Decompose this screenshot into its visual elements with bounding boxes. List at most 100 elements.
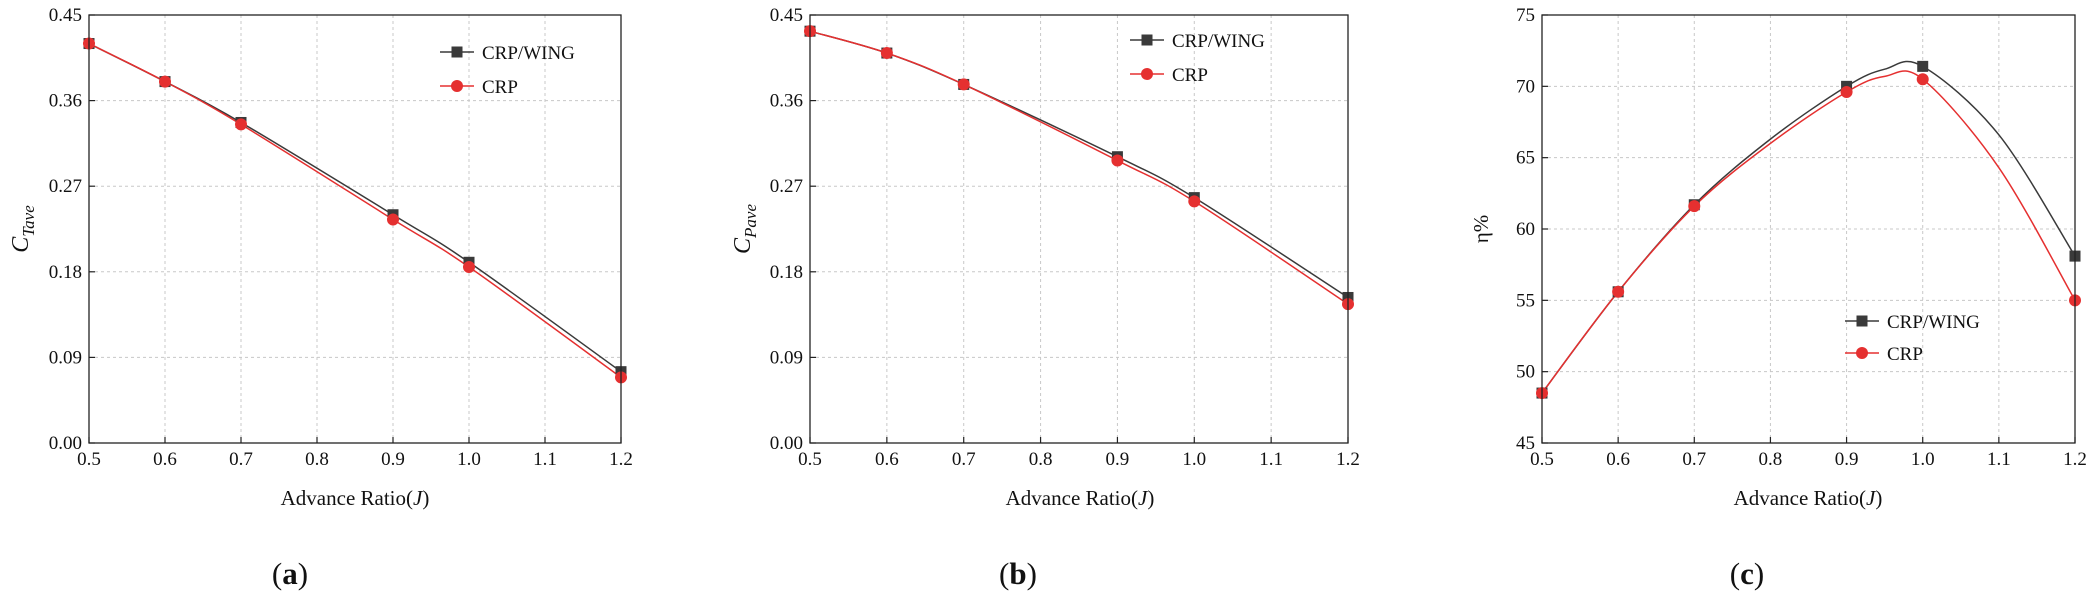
- panel-caption: (b): [999, 556, 1037, 591]
- y-tick-label: 0.00: [49, 433, 82, 454]
- data-point: [159, 75, 171, 88]
- x-tick-label: 0.8: [1759, 449, 1783, 470]
- data-point: [1916, 73, 1929, 86]
- x-tick-label: 0.7: [952, 449, 976, 470]
- y-tick-label: 45: [1516, 433, 1535, 454]
- y-tick-label: 0.18: [49, 262, 82, 283]
- caption-close: ): [298, 556, 308, 591]
- x-axis-label-variable: J: [1866, 486, 1877, 510]
- x-axis-label-close: ): [1147, 486, 1154, 510]
- x-axis-label-variable: J: [413, 486, 424, 510]
- y-tick-label: 70: [1516, 76, 1535, 97]
- x-tick-label: 0.8: [305, 449, 329, 470]
- y-tick-label: 65: [1516, 148, 1535, 169]
- x-tick-label: 1.0: [1182, 449, 1206, 470]
- plot-frame: [88, 14, 622, 444]
- y-axis-label-main: C: [730, 237, 756, 254]
- x-tick-label: 0.5: [1530, 449, 1554, 470]
- caption-letter: a: [282, 556, 298, 591]
- data-point: [235, 118, 247, 131]
- data-point: [1188, 195, 1201, 208]
- x-tick-label: 1.1: [1987, 449, 2011, 470]
- y-tick-label: 0.36: [770, 91, 803, 112]
- x-tick-label: 0.8: [1029, 449, 1053, 470]
- caption-open: (: [999, 556, 1009, 591]
- x-axis-label-close: ): [422, 486, 429, 510]
- x-tick-label: 0.9: [381, 449, 405, 470]
- y-tick-label: 0.09: [770, 347, 803, 368]
- x-axis-label: Advance Ratio(J): [1006, 486, 1155, 510]
- y-tick-label: 0.27: [49, 176, 82, 197]
- legend-label: CRP: [1887, 344, 1923, 365]
- data-point: [387, 213, 399, 226]
- y-axis-label-main: C: [8, 236, 34, 253]
- y-tick-label: 0.27: [770, 176, 803, 197]
- y-axis-label-subscript: Pave: [741, 204, 760, 239]
- x-tick-label: 1.0: [457, 449, 481, 470]
- legend-label: CRP: [1172, 65, 1208, 86]
- x-axis-label-main: Advance Ratio(: [281, 486, 413, 510]
- x-axis-label-main: Advance Ratio(: [1734, 486, 1866, 510]
- legend: CRP/WING CRP: [1130, 31, 1265, 86]
- x-tick-label: 0.7: [1682, 449, 1706, 470]
- legend: CRP/WING CRP: [1845, 312, 1980, 365]
- data-point: [1840, 86, 1853, 99]
- caption-close: ): [1754, 556, 1764, 591]
- chart-panel-b: 0.5 0.6 0.7 0.8 0.9 1.0 1.1 1.2 0.00 0.09 0.18 0.27…: [730, 5, 1360, 591]
- chart-panel-c: 0.5 0.6 0.7 0.8 0.9 1.0 1.1 1.2 45 50 55 60 65 70 75 Ad…: [1469, 5, 2087, 591]
- x-tick-label: 0.6: [153, 449, 177, 470]
- legend-circle-marker-icon: [1141, 68, 1153, 80]
- legend-label: CRP/WING: [482, 43, 575, 64]
- x-tick-label: 1.2: [2063, 449, 2087, 470]
- legend-label: CRP/WING: [1887, 312, 1980, 333]
- x-tick-label: 0.6: [875, 449, 899, 470]
- x-tick-label: 0.9: [1835, 449, 1859, 470]
- series-line-crp: [809, 30, 1349, 305]
- y-axis-label-subscript: Tave: [19, 205, 38, 237]
- gridlines: [89, 15, 621, 443]
- legend-square-marker-icon: [451, 46, 463, 58]
- chart-panel-a: 0.5 0.6 0.7 0.8 0.9 1.0 1.1 1.2 0.00 0.09 0.18 0.27…: [8, 5, 633, 591]
- legend-label: CRP/WING: [1172, 31, 1265, 52]
- data-point: [1111, 154, 1124, 167]
- x-tick-label: 0.5: [77, 449, 101, 470]
- x-tick-label: 0.5: [798, 449, 822, 470]
- series-line-crp-wing: [1541, 60, 2076, 394]
- y-tick-label: 50: [1516, 362, 1535, 383]
- x-tick-label: 1.1: [533, 449, 557, 470]
- x-tick-label: 1.2: [609, 449, 633, 470]
- x-tick-label: 0.6: [1606, 449, 1630, 470]
- caption-open: (: [272, 556, 282, 591]
- x-tick-label: 1.1: [1259, 449, 1283, 470]
- y-axis-label: η%: [1469, 215, 1493, 243]
- y-tick-label: 55: [1516, 290, 1535, 311]
- legend-circle-marker-icon: [1856, 347, 1868, 359]
- caption-close: ): [1027, 556, 1037, 591]
- x-tick-label: 1.0: [1911, 449, 1935, 470]
- x-axis-label: Advance Ratio(J): [281, 486, 430, 510]
- series-line-crp-wing: [809, 30, 1349, 299]
- series-line-crp: [88, 42, 622, 378]
- data-point: [880, 47, 893, 60]
- panel-caption: (c): [1730, 556, 1764, 591]
- x-tick-label: 1.2: [1336, 449, 1360, 470]
- series-line-crp-wing: [88, 42, 622, 373]
- legend-label: CRP: [482, 77, 518, 98]
- y-tick-label: 0.36: [49, 91, 82, 112]
- y-tick-label: 75: [1516, 5, 1535, 26]
- legend-square-marker-icon: [1141, 34, 1153, 46]
- caption-letter: b: [1009, 556, 1026, 591]
- y-tick-label: 0.45: [770, 5, 803, 26]
- y-tick-label: 0.00: [770, 433, 803, 454]
- legend: CRP/WING CRP: [440, 43, 575, 98]
- x-axis-label-variable: J: [1138, 486, 1149, 510]
- y-tick-label: 60: [1516, 219, 1535, 240]
- caption-open: (: [1730, 556, 1740, 591]
- y-axis-label-main: η%: [1469, 215, 1493, 243]
- x-axis-label: Advance Ratio(J): [1734, 486, 1883, 510]
- plot-frame: [809, 14, 1349, 444]
- panel-caption: (a): [272, 556, 308, 591]
- y-tick-label: 0.45: [49, 5, 82, 26]
- gridlines: [1542, 15, 2075, 443]
